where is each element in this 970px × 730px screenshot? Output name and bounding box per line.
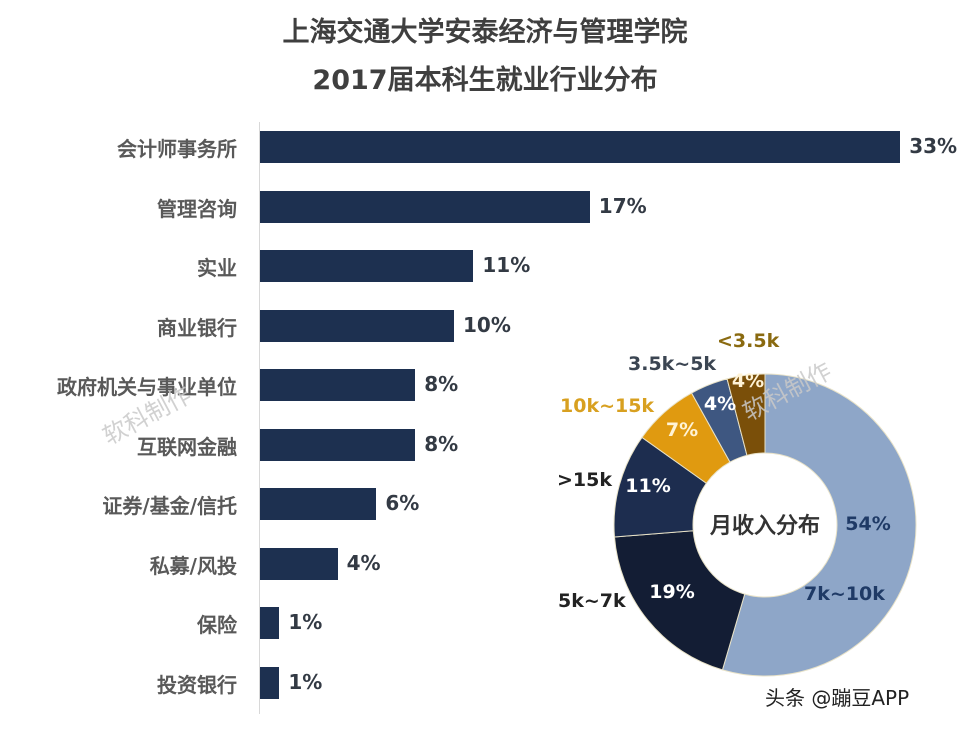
bar <box>260 369 416 401</box>
bar-value-label: 33% <box>909 134 958 158</box>
donut-range-label: 5k~7k <box>558 590 626 612</box>
donut-pct-label: 19% <box>649 581 694 603</box>
bar-value-label: 8% <box>424 372 459 396</box>
donut-pct-label: 4% <box>732 370 764 392</box>
donut-pct-label: 11% <box>625 475 670 497</box>
donut-pct-label: 4% <box>704 393 736 415</box>
donut-range-label: 7k~10k <box>804 583 885 605</box>
bar-value-label: 4% <box>346 550 381 575</box>
bar <box>260 488 377 520</box>
donut-range-label: 3.5k~5k <box>628 353 716 375</box>
bar <box>260 607 280 639</box>
donut-segment <box>613 530 746 671</box>
bar <box>260 309 454 342</box>
bar-category-label: 互联网金融 <box>137 434 237 459</box>
donut-segment <box>726 373 766 456</box>
bar <box>260 666 280 699</box>
chart-title-line2: 2017届本科生就业行业分布 <box>312 65 658 96</box>
bar-value-label: 1% <box>288 669 323 694</box>
bar-category-label: 实业 <box>197 256 237 280</box>
bar-value-label: 17% <box>598 193 647 218</box>
footer-credit: 头条 @蹦豆APP <box>765 686 910 710</box>
bar-category-label: 投资银行 <box>157 672 237 697</box>
bar-category-label: 会计师事务所 <box>117 137 237 161</box>
bar-value-label: 10% <box>463 312 511 337</box>
donut-pct-label: 54% <box>845 513 890 535</box>
bar <box>260 131 901 163</box>
bar-axis-line <box>259 122 260 714</box>
bar <box>260 428 416 461</box>
bar-category-label: 政府机关与事业单位 <box>57 375 237 399</box>
bar-value-label: 6% <box>385 491 420 515</box>
donut-range-label: 10k~15k <box>560 395 654 417</box>
bar <box>260 547 338 580</box>
bar-category-label: 管理咨询 <box>157 196 237 221</box>
bar-value-label: 8% <box>424 431 459 456</box>
donut-center-label: 月收入分布 <box>709 513 820 539</box>
donut-segment <box>721 373 917 677</box>
donut-pct-label: 7% <box>666 419 698 441</box>
bar-category-label: 私募/风投 <box>149 553 237 578</box>
donut-range-label: >15k <box>557 469 612 491</box>
donut-range-label: <3.5k <box>717 330 780 352</box>
bar <box>260 190 590 223</box>
chart-title-line1: 上海交通大学安泰经济与管理学院 <box>282 17 688 48</box>
bar-category-label: 证券/基金/信托 <box>102 494 237 518</box>
bar <box>260 250 474 282</box>
bar-value-label: 1% <box>288 610 323 634</box>
bar-value-label: 11% <box>482 253 531 277</box>
bar-category-label: 保险 <box>197 613 237 637</box>
bar-category-label: 商业银行 <box>157 315 237 340</box>
